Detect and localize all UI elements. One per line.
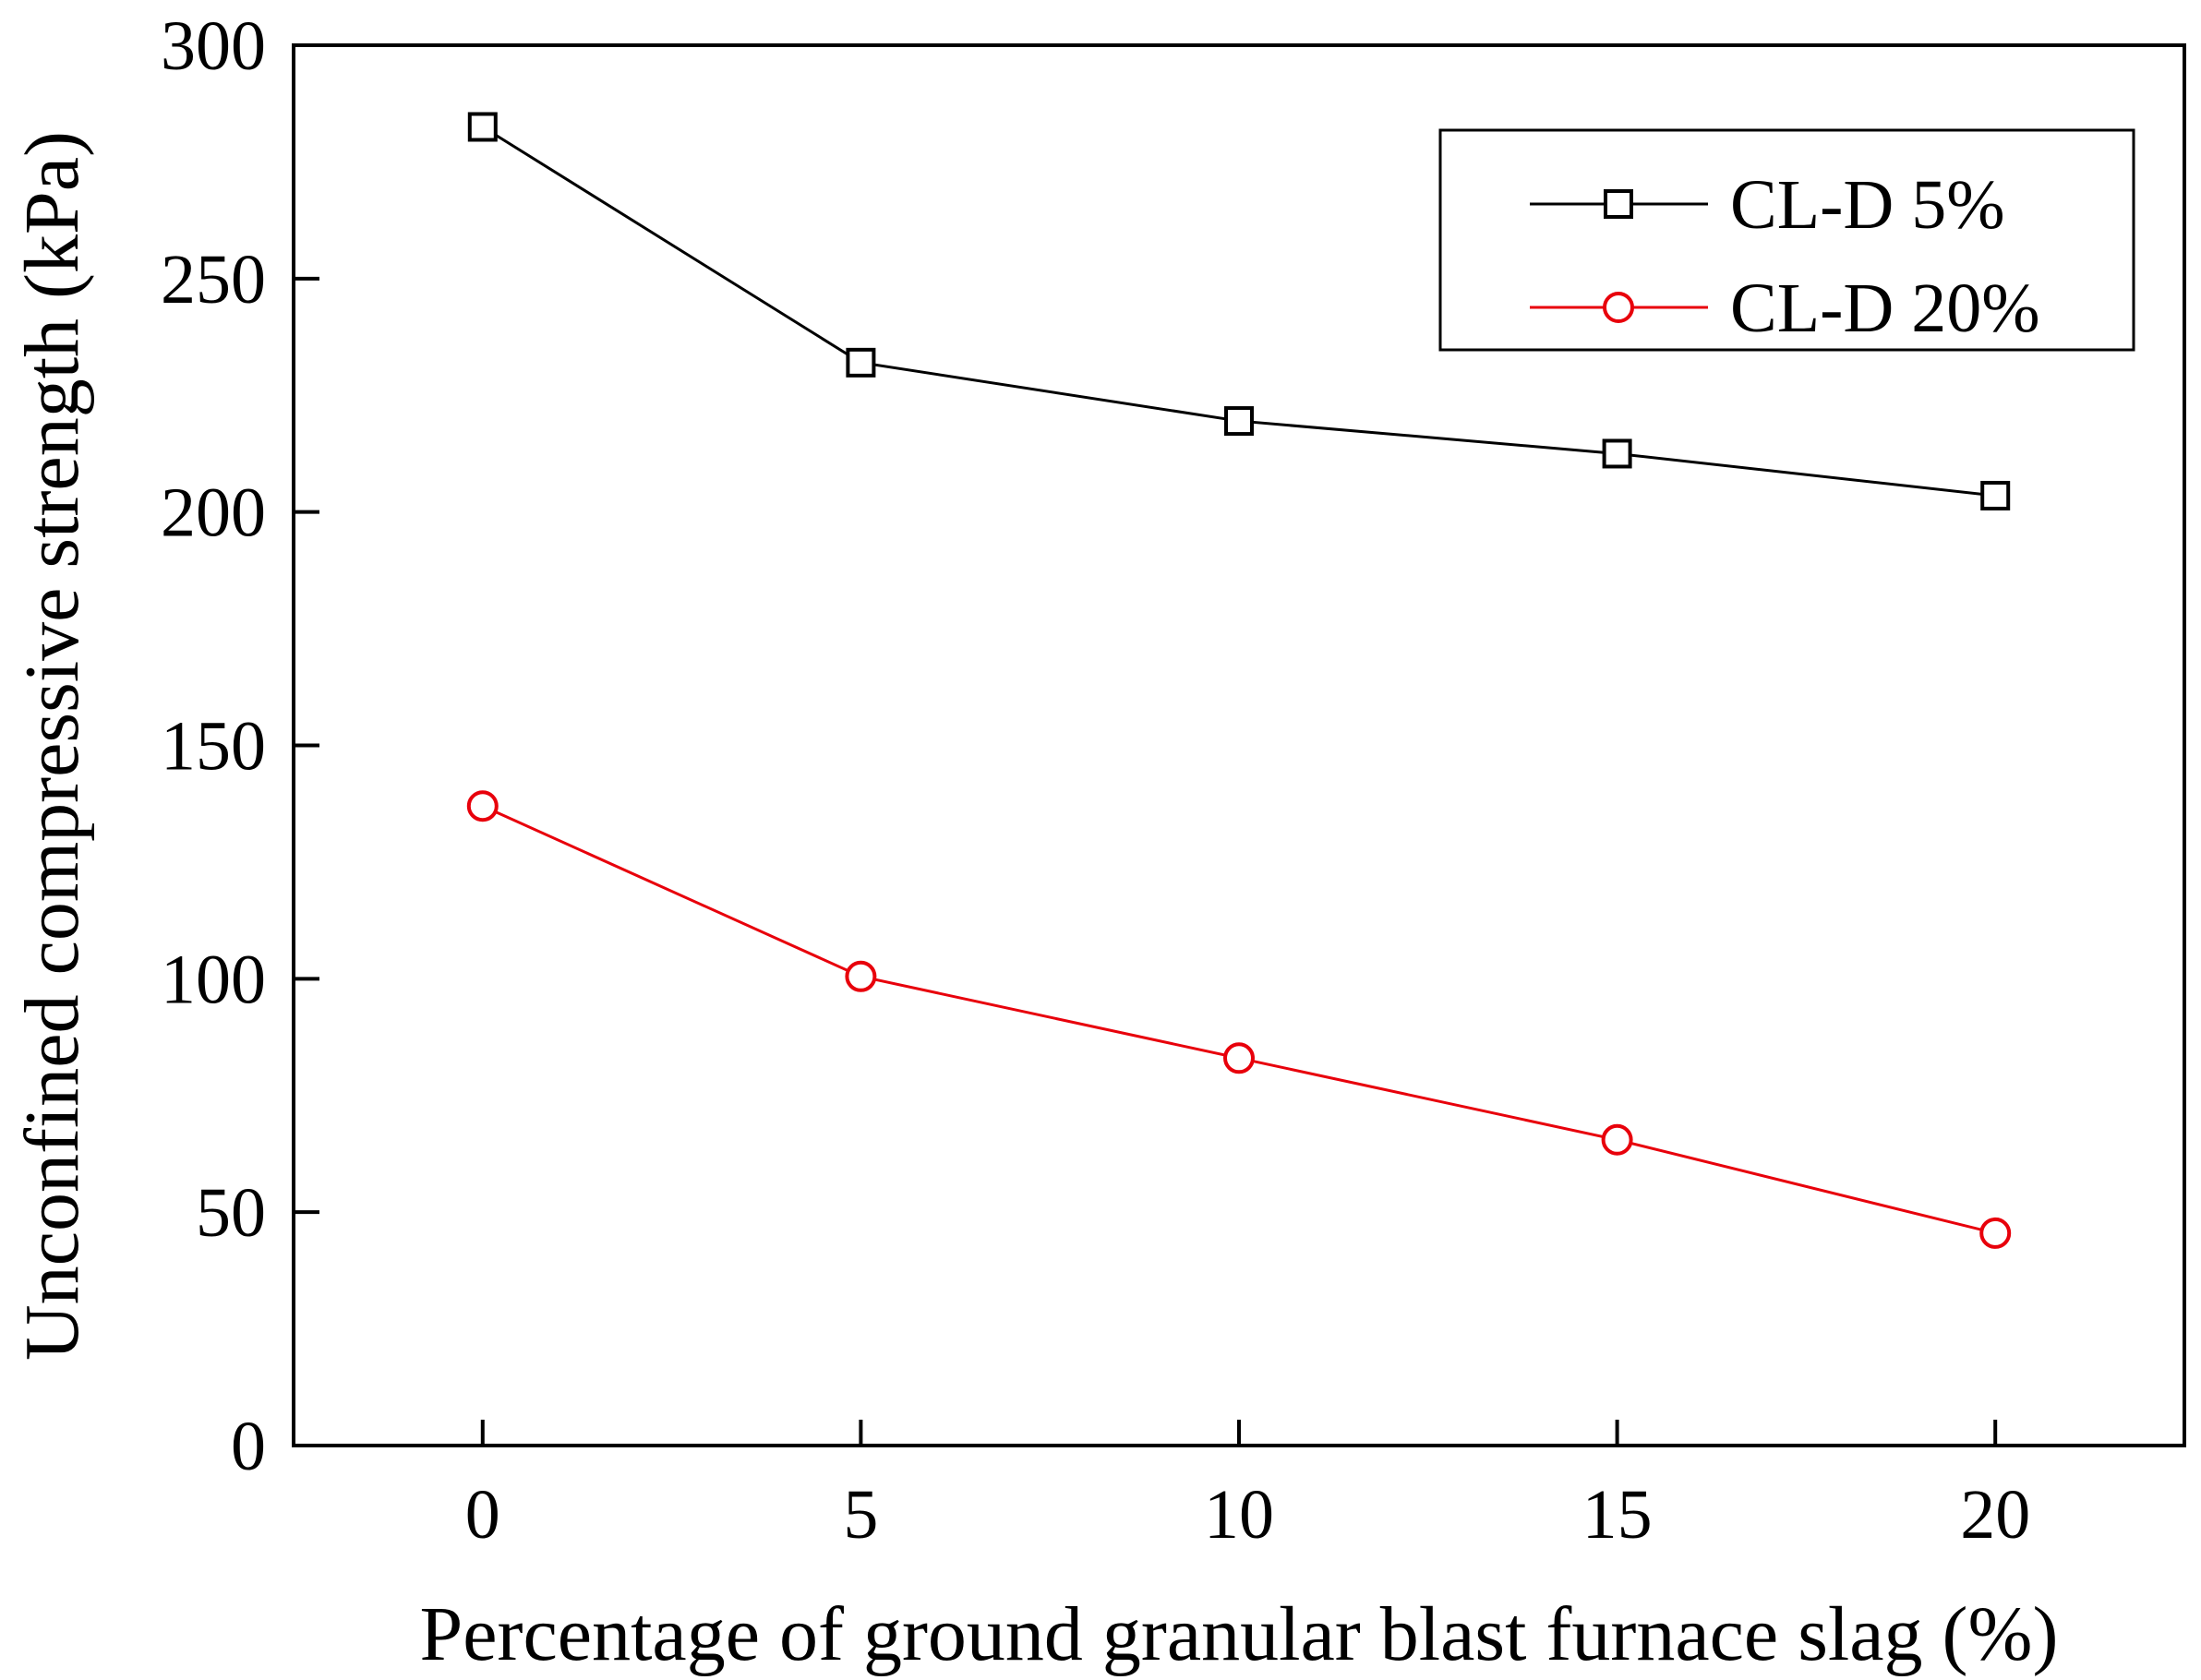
x-tick-label: 0 — [465, 1476, 500, 1554]
series-1 — [467, 112, 2011, 510]
y-tick-label: 50 — [196, 1174, 266, 1252]
data-point — [467, 112, 498, 142]
x-axis: 0 5 10 15 20 — [465, 1420, 2030, 1554]
y-tick-label: 250 — [161, 241, 266, 318]
y-tick-label: 0 — [231, 1408, 266, 1485]
legend-item-2: CL-D 20% — [1530, 270, 2040, 347]
data-point — [846, 347, 876, 378]
data-point — [466, 790, 499, 822]
legend-label: CL-D 20% — [1730, 270, 2040, 347]
x-tick-label: 10 — [1204, 1476, 1274, 1554]
legend-frame — [1438, 128, 2135, 352]
plot-frame — [292, 43, 2186, 1447]
y-axis: 0 50 100 150 200 250 300 — [161, 7, 319, 1485]
data-point — [1979, 1217, 2012, 1249]
series-line — [482, 804, 1996, 1235]
legend-marker — [1604, 189, 1633, 219]
series-2 — [466, 790, 2012, 1249]
data-point — [845, 960, 877, 992]
y-tick-label: 300 — [161, 7, 266, 85]
data-point — [1601, 1123, 1633, 1156]
x-tick-label: 15 — [1582, 1476, 1653, 1554]
y-tick-label: 200 — [161, 474, 266, 552]
series-layer — [466, 112, 2012, 1249]
data-point — [1602, 438, 1632, 469]
x-tick-label: 5 — [843, 1476, 878, 1554]
legend-marker — [1603, 292, 1634, 323]
data-point — [1223, 1042, 1255, 1074]
x-tick-label: 20 — [1960, 1476, 2030, 1554]
y-axis-title: Unconfined compressive strength (kPa) — [9, 131, 95, 1361]
data-point — [1224, 406, 1254, 437]
y-tick-label: 100 — [161, 941, 266, 1018]
legend-label: CL-D 5% — [1730, 166, 2005, 244]
legend-item-1: CL-D 5% — [1530, 166, 2005, 244]
x-axis-title: Percentage of ground granular blast furn… — [420, 1591, 2059, 1677]
data-point — [1980, 480, 2011, 510]
y-tick-label: 150 — [161, 708, 266, 786]
legend: CL-D 5% CL-D 20% — [1438, 128, 2135, 352]
